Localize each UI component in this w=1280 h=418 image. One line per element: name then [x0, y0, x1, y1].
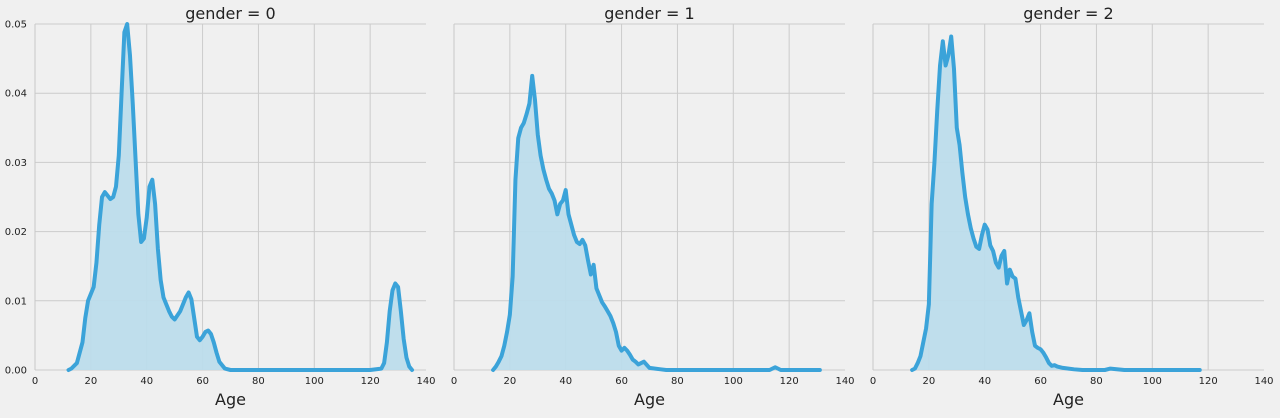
x-axis-label: Age — [1053, 390, 1084, 409]
facet-panel-0: 0 20 40 60 80 100 120 140 0.00 0.01 0.02 0.03 0.04 0.… — [5, 4, 436, 409]
x-tick-label: 120 — [1199, 376, 1218, 387]
x-tick-label: 20 — [84, 376, 97, 387]
y-tick-label: 0.02 — [5, 227, 27, 238]
x-tick-label: 40 — [978, 376, 991, 387]
x-tick-label: 100 — [305, 376, 324, 387]
y-tick-label: 0.01 — [5, 296, 27, 307]
facet-panel-1: 0 20 40 60 80 100 120 140 gender = 1 Age — [451, 4, 855, 409]
x-tick-label: 60 — [1034, 376, 1047, 387]
y-tick-label: 0.00 — [5, 366, 27, 377]
x-axis-label: Age — [215, 390, 246, 409]
x-tick-label: 120 — [361, 376, 380, 387]
x-tick-label: 40 — [140, 376, 153, 387]
x-tick-label: 140 — [416, 376, 435, 387]
density-line — [910, 34, 1202, 372]
x-tick-label: 60 — [615, 376, 628, 387]
x-tick-label: 20 — [922, 376, 935, 387]
x-tick-label: 100 — [724, 376, 743, 387]
x-tick-label: 140 — [835, 376, 854, 387]
facet-title: gender = 0 — [185, 4, 275, 23]
x-tick-label: 100 — [1143, 376, 1162, 387]
x-tick-label: 0 — [32, 376, 38, 387]
x-axis-label: Age — [634, 390, 665, 409]
y-tick-label: 0.04 — [5, 89, 27, 100]
x-tick-label: 140 — [1254, 376, 1273, 387]
density-line — [66, 22, 415, 372]
facet-title: gender = 2 — [1023, 4, 1113, 23]
facet-title: gender = 1 — [604, 4, 694, 23]
density-line — [491, 73, 822, 372]
density-area — [912, 36, 1200, 371]
y-tick-label: 0.05 — [5, 20, 27, 31]
density-area — [68, 24, 413, 370]
x-tick-label: 20 — [503, 376, 516, 387]
x-tick-label: 80 — [252, 376, 265, 387]
x-tick-label: 80 — [1090, 376, 1103, 387]
facet-panel-2: 0 20 40 60 80 100 120 140 gender = 2 Age — [870, 4, 1274, 409]
x-tick-label: 120 — [780, 376, 799, 387]
x-tick-label: 0 — [451, 376, 457, 387]
density-area — [493, 75, 820, 371]
x-tick-label: 0 — [870, 376, 876, 387]
x-tick-label: 80 — [671, 376, 684, 387]
x-tick-label: 60 — [196, 376, 209, 387]
x-tick-label: 40 — [559, 376, 572, 387]
y-tick-label: 0.03 — [5, 158, 27, 169]
